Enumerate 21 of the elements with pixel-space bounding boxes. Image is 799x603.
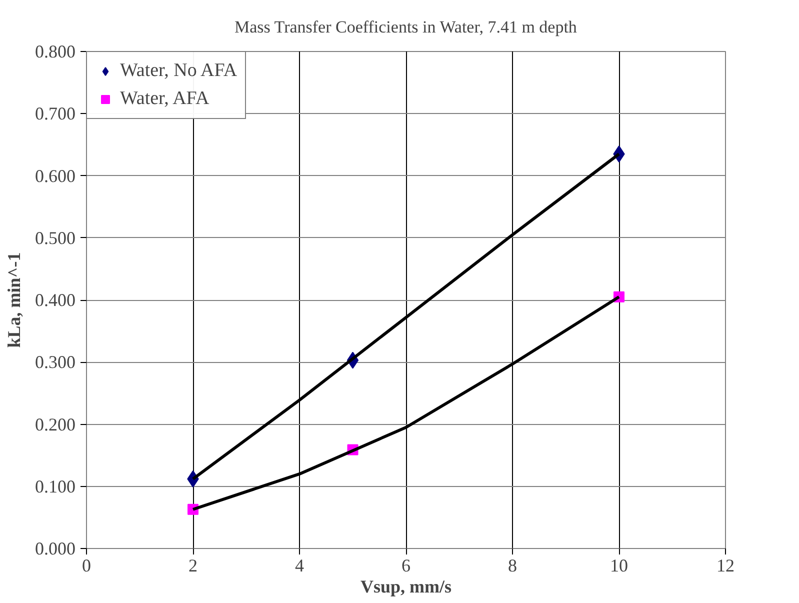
y-tick-label: 0.800 — [35, 42, 76, 62]
y-tick-label: 0.300 — [35, 352, 76, 372]
y-axis-title: kLa, min^-1 — [4, 252, 24, 348]
x-tick-label: 4 — [295, 556, 304, 576]
x-axis-title: Vsup, mm/s — [360, 576, 452, 596]
x-tick-label: 2 — [188, 556, 198, 576]
legend-label: Water, No AFA — [120, 60, 238, 82]
x-tick-label: 8 — [508, 556, 517, 576]
y-tick-label: 0.400 — [35, 290, 76, 310]
y-tick-label: 0.000 — [35, 538, 76, 558]
x-tick-label: 12 — [716, 556, 734, 576]
y-tick-label: 0.500 — [35, 228, 76, 248]
chart-title: Mass Transfer Coefficients in Water, 7.41 m depth — [234, 18, 578, 36]
y-tick-label: 0.700 — [35, 104, 76, 124]
y-tick-label: 0.200 — [35, 414, 76, 434]
x-tick-label: 10 — [610, 556, 628, 576]
y-tick-label: 0.100 — [35, 476, 76, 496]
y-tick-label: 0.600 — [35, 166, 76, 186]
x-tick-label: 6 — [402, 556, 410, 576]
legend-label: Water, AFA — [120, 88, 210, 110]
x-tick-label: 0 — [82, 556, 91, 576]
